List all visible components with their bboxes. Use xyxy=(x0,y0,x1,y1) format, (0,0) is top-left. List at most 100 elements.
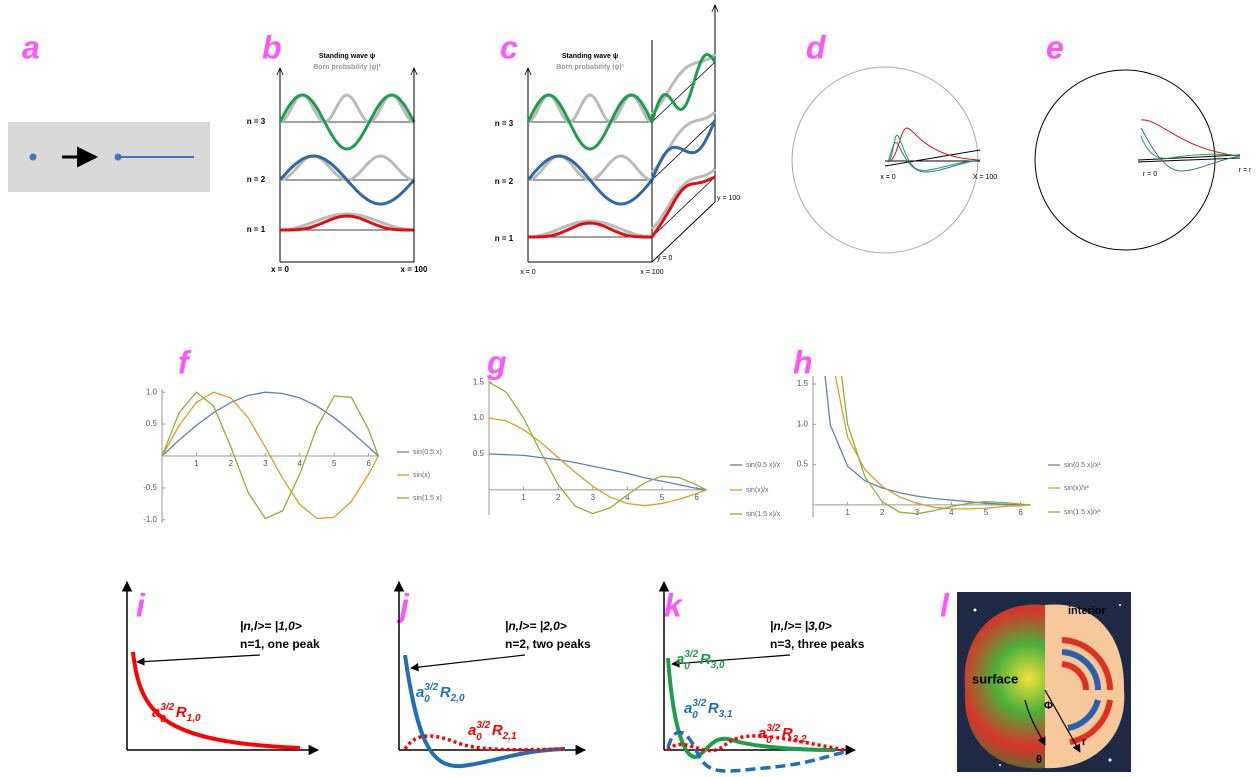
x-label: x = 0 xyxy=(520,269,535,276)
level-label: n = 1 xyxy=(495,234,514,243)
y-tick-label: 0.5 xyxy=(473,449,485,458)
surface-label: surface xyxy=(972,671,1018,686)
math-part: 3/2 xyxy=(424,682,438,693)
series-line xyxy=(824,376,1031,506)
side-probability xyxy=(650,52,717,116)
title: Standing wave ψ xyxy=(319,53,375,60)
side-wave xyxy=(650,53,717,123)
x-tick-label: 1 xyxy=(845,508,850,517)
math-part: a xyxy=(758,725,766,742)
y-tick-label: -1.0 xyxy=(143,515,157,524)
radial-label: a3/2 0 R2,0 xyxy=(416,682,465,705)
math-part: 3,0 xyxy=(711,660,725,671)
x-tick-label: 1 xyxy=(194,459,199,468)
sphere-picture xyxy=(957,592,1131,772)
r-label: r = 0 xyxy=(1143,171,1157,178)
math-part: R xyxy=(782,725,793,742)
y-tick-label: 1.5 xyxy=(473,377,485,386)
interior-label: interior xyxy=(1068,605,1107,617)
math-part: 3,2 xyxy=(793,734,807,745)
panel-label: f xyxy=(178,344,192,380)
math-part: a xyxy=(676,651,684,668)
peaks-label: n=2, two peaks xyxy=(505,637,591,651)
level-label: n = 3 xyxy=(495,119,514,128)
radial-curve xyxy=(887,141,981,173)
series-line xyxy=(489,417,707,507)
pointer-arrow xyxy=(410,654,526,672)
math-part: a xyxy=(152,704,160,721)
depth-line xyxy=(651,176,716,238)
side-wave xyxy=(650,119,717,181)
peaks-label: n=1, one peak xyxy=(240,637,320,651)
panel-label: i xyxy=(136,587,146,623)
dot xyxy=(29,153,37,161)
math-part: 1,0 xyxy=(187,713,201,724)
disc xyxy=(791,66,979,254)
x-tick-label: 4 xyxy=(625,493,630,502)
math-part: 0 xyxy=(766,735,772,746)
legend-label: sin(x)/x xyxy=(746,487,769,494)
math-part: R xyxy=(492,722,503,739)
math-part: a xyxy=(468,722,476,739)
panel-label: d xyxy=(806,29,827,65)
wave-curve xyxy=(528,221,652,239)
math-part: 3/2 xyxy=(692,698,706,709)
x-tick-label: 2 xyxy=(229,459,234,468)
peaks-label: n=3, three peaks xyxy=(770,637,865,651)
series-line xyxy=(840,376,1031,515)
radial-curve xyxy=(887,127,981,163)
x-tick-label: 5 xyxy=(332,459,337,468)
x-tick-label: 1 xyxy=(521,493,526,502)
panel-label: h xyxy=(793,344,813,380)
probability-curve xyxy=(279,93,415,124)
x-tick-label: 6 xyxy=(366,459,371,468)
y-tick-label: 0.5 xyxy=(146,419,158,428)
radial-function xyxy=(403,734,566,752)
panel-label: j xyxy=(396,587,410,623)
state-label: |n,l>= |1,0> xyxy=(240,619,302,633)
pointer-arrow xyxy=(136,654,261,666)
y-tick-label: 1.0 xyxy=(146,387,158,396)
math-part: 0 xyxy=(476,732,482,743)
math-part: 3,1 xyxy=(719,709,733,720)
x-label: X = 100 xyxy=(973,174,997,181)
panel-label: l xyxy=(940,587,950,623)
math-part: 3/2 xyxy=(476,720,490,731)
r-label: r xyxy=(1082,736,1087,748)
y-tick-label: 1.5 xyxy=(797,379,809,388)
math-part: 2,1 xyxy=(502,731,517,742)
x-tick-label: 2 xyxy=(556,493,561,502)
y-label: y = 0 xyxy=(657,255,672,262)
math-part: 2,0 xyxy=(450,693,465,704)
radial-curve xyxy=(1140,127,1241,172)
axis-line xyxy=(1137,157,1241,163)
series-line xyxy=(834,376,1031,510)
depth-line xyxy=(651,61,716,123)
r-label: r = r xyxy=(1239,167,1252,174)
radial-label: a3/2 0 R3,2 xyxy=(758,723,807,746)
state-label: |n,l>= |2,0> xyxy=(505,619,567,633)
panel-label: b xyxy=(262,29,282,65)
radial-function xyxy=(131,651,301,750)
y-tick-label: 1.0 xyxy=(473,413,485,422)
level-label: n = 2 xyxy=(495,177,514,186)
level-label: n = 2 xyxy=(247,175,266,184)
subtitle: Born probability |ψ|² xyxy=(556,64,624,71)
probability-curve xyxy=(527,93,653,124)
radial-function xyxy=(666,657,836,759)
axis xyxy=(651,201,716,263)
math-part: R xyxy=(700,651,711,668)
x-tick-label: 6 xyxy=(1018,508,1023,517)
x-tick-label: 2 xyxy=(880,508,885,517)
wave-curve xyxy=(278,154,416,206)
radial-function xyxy=(666,730,846,773)
x-tick-label: 3 xyxy=(591,493,596,502)
x-label: x = 100 xyxy=(640,269,663,276)
radial-curve xyxy=(1140,119,1241,157)
legend-label: sin(1.5 x) xyxy=(413,495,442,502)
math-part: R xyxy=(708,700,719,717)
phi-label: Φ xyxy=(1044,700,1053,712)
math-part: 3/2 xyxy=(684,649,698,660)
x-tick-label: 4 xyxy=(949,508,954,517)
